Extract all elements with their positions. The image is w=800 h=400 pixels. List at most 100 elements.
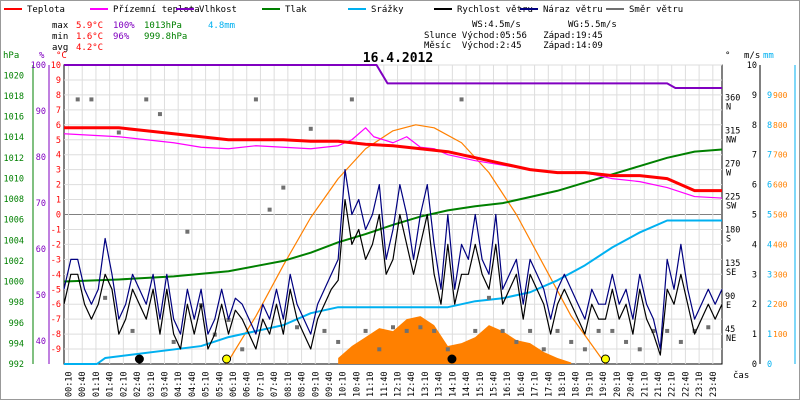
wind-dir-point (692, 328, 697, 333)
wind-dir-point (624, 339, 629, 344)
wind-dir-point (528, 328, 533, 333)
temp-tick: -6 (51, 300, 61, 310)
mm-axis-title: mm (763, 51, 774, 61)
time-tick: 17:40 (544, 371, 554, 397)
temp-tick: 7 (56, 106, 61, 116)
mm-tick: 9 (767, 91, 772, 101)
temp-tick: 9 (56, 76, 61, 86)
time-tick: 00:40 (78, 371, 88, 397)
dir-tick-value: 90 (725, 292, 735, 302)
time-tick: 01:40 (106, 371, 116, 397)
wind-dir-point (185, 229, 190, 234)
stat-rain-total: 4.8mm (208, 21, 235, 31)
time-tick: 15:10 (476, 371, 486, 397)
wind-dir-point (418, 325, 423, 330)
mm-tick: 6 (767, 181, 772, 191)
ms-tick: 0 (752, 360, 757, 370)
series-slunecni-svit (338, 316, 572, 364)
hpa-tick: 992 (9, 360, 24, 370)
time-tick: 19:40 (599, 371, 609, 397)
wind-dir-point (555, 328, 560, 333)
solar-tick: 100 (773, 330, 788, 339)
ms-tick: 1 (752, 330, 757, 340)
c-axis-title: °C (56, 51, 67, 61)
dir-tick-label: N (726, 102, 731, 112)
dir-tick-value: 315 (725, 126, 740, 136)
hpa-tick: 1018 (4, 92, 24, 102)
stat-sun: Slunce Východ:05:56 Západ:19:45 (424, 31, 603, 41)
wind-dir-point (391, 325, 395, 330)
stats-block: max 5.9°C 100% 1013hPa 4.8mm min 1.6°C 9… (52, 20, 617, 53)
wind-dir-point (665, 328, 670, 333)
time-tick: 23:40 (709, 371, 719, 397)
wind-dir-point (240, 347, 245, 352)
stat-moon: Měsíc Východ:2:45 Západ:14:09 (424, 41, 603, 51)
wind-dir-point (171, 339, 176, 344)
stat-max-press: 1013hPa (144, 21, 182, 31)
hpa-tick: 998 (9, 298, 24, 308)
wind-dir-point (637, 347, 642, 352)
wind-dir-point (459, 97, 464, 102)
hpa-tick: 1014 (4, 133, 24, 143)
time-tick: 09:10 (311, 371, 321, 397)
hpa-tick: 1012 (4, 154, 24, 164)
time-tick: 17:10 (531, 371, 541, 397)
temp-tick: 3 (56, 166, 61, 176)
mm-tick: 3 (767, 270, 772, 280)
series-vlhkost (64, 64, 722, 89)
time-tick: 11:40 (380, 371, 390, 397)
stat-avg-label: avg (52, 43, 68, 53)
wind-dir-point (500, 328, 505, 333)
ms-tick: 6 (752, 181, 757, 191)
temp-tick: 4 (56, 151, 61, 161)
time-tick: 16:40 (517, 371, 527, 397)
dir-tick-label: NW (726, 135, 737, 145)
dir-tick-label: SW (726, 202, 737, 212)
stat-max-temp: 5.9°C (76, 21, 103, 31)
time-tick: 22:40 (681, 371, 691, 397)
wind-dir-point (582, 347, 587, 352)
dir-tick-label: E (726, 301, 731, 311)
time-tick: 10:40 (352, 371, 362, 397)
wind-dir-point (130, 328, 135, 333)
solar-tick: 500 (773, 211, 788, 220)
time-tick: 05:40 (215, 371, 225, 397)
wind-dir-point (75, 97, 80, 102)
ms-tick: 3 (752, 270, 757, 280)
pct-tick: 40 (36, 337, 46, 347)
temp-tick: 1 (56, 196, 61, 206)
hpa-tick: 1010 (4, 174, 24, 184)
wind-dir-point (144, 97, 149, 102)
stat-wg: WG:5.5m/s (568, 20, 617, 30)
temp-tick: 2 (56, 181, 61, 191)
stat-max-hum: 100% (113, 21, 135, 31)
time-tick: 04:10 (174, 371, 184, 397)
time-tick: 06:40 (243, 371, 253, 397)
wind-dir-point (157, 112, 162, 117)
time-tick: 11:10 (366, 371, 376, 397)
time-tick: 20:10 (613, 371, 623, 397)
ms-tick: 7 (752, 151, 757, 161)
mm-tick: 7 (767, 151, 772, 161)
wind-dir-point (432, 328, 437, 333)
hpa-tick: 1006 (4, 216, 24, 226)
sun-marker (222, 354, 232, 364)
sun-marker (600, 354, 610, 364)
time-tick: 23:10 (695, 371, 705, 397)
hpa-tick: 1008 (4, 195, 24, 205)
time-tick: 15:40 (489, 371, 499, 397)
stat-min-temp: 1.6°C (76, 32, 103, 42)
stat-min-label: min (52, 32, 68, 42)
hpa-tick: 994 (9, 339, 24, 349)
time-tick: 02:10 (119, 371, 129, 397)
solar-tick: 600 (773, 181, 788, 190)
time-tick: 05:10 (202, 371, 212, 397)
series-srazky (64, 219, 722, 365)
wind-dir-point (363, 328, 368, 333)
right-axes: 360N315NW270W225SW180S135SE90E45NE109876… (725, 61, 796, 370)
wind-dir-point (404, 328, 409, 333)
time-tick: 07:10 (256, 371, 266, 397)
wind-dir-point (569, 339, 574, 344)
time-tick: 09:40 (325, 371, 335, 397)
